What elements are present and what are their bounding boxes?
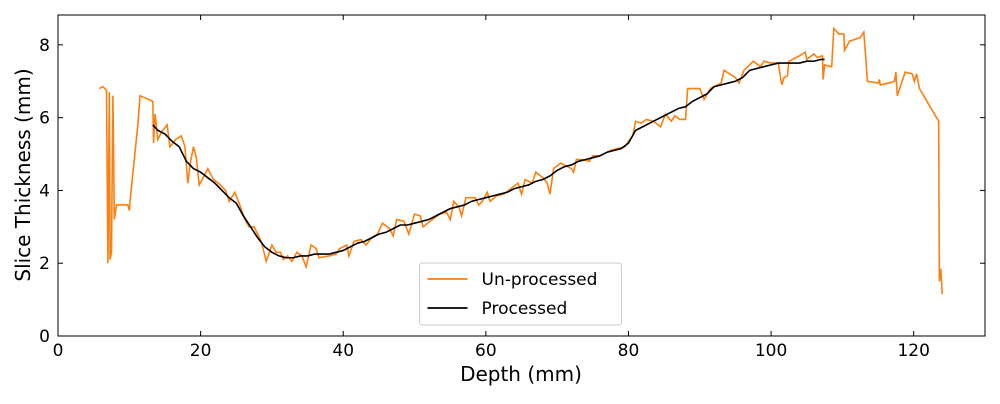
legend-label: Processed (482, 299, 568, 319)
y-tick-label: 0 (39, 327, 50, 347)
x-tick-label: 120 (897, 341, 929, 361)
legend-label: Un-processed (482, 270, 598, 290)
x-tick-label: 20 (190, 341, 212, 361)
x-tick-label: 80 (618, 341, 640, 361)
series-line (152, 58, 825, 259)
x-tick-label: 40 (332, 341, 354, 361)
series-line (98, 26, 944, 295)
plot-frame (57, 14, 986, 337)
x-axis-label: Depth (mm) (460, 362, 582, 386)
x-tick-label: 0 (53, 341, 64, 361)
y-tick-label: 8 (39, 36, 50, 56)
legend-box (419, 262, 622, 326)
y-tick-label: 2 (39, 254, 50, 274)
y-tick-label: 4 (39, 181, 50, 201)
x-tick-label: 100 (755, 341, 787, 361)
y-tick-label: 6 (39, 109, 50, 129)
y-axis-label: Slice Thickness (mm) (11, 68, 35, 281)
x-tick-label: 60 (475, 341, 497, 361)
